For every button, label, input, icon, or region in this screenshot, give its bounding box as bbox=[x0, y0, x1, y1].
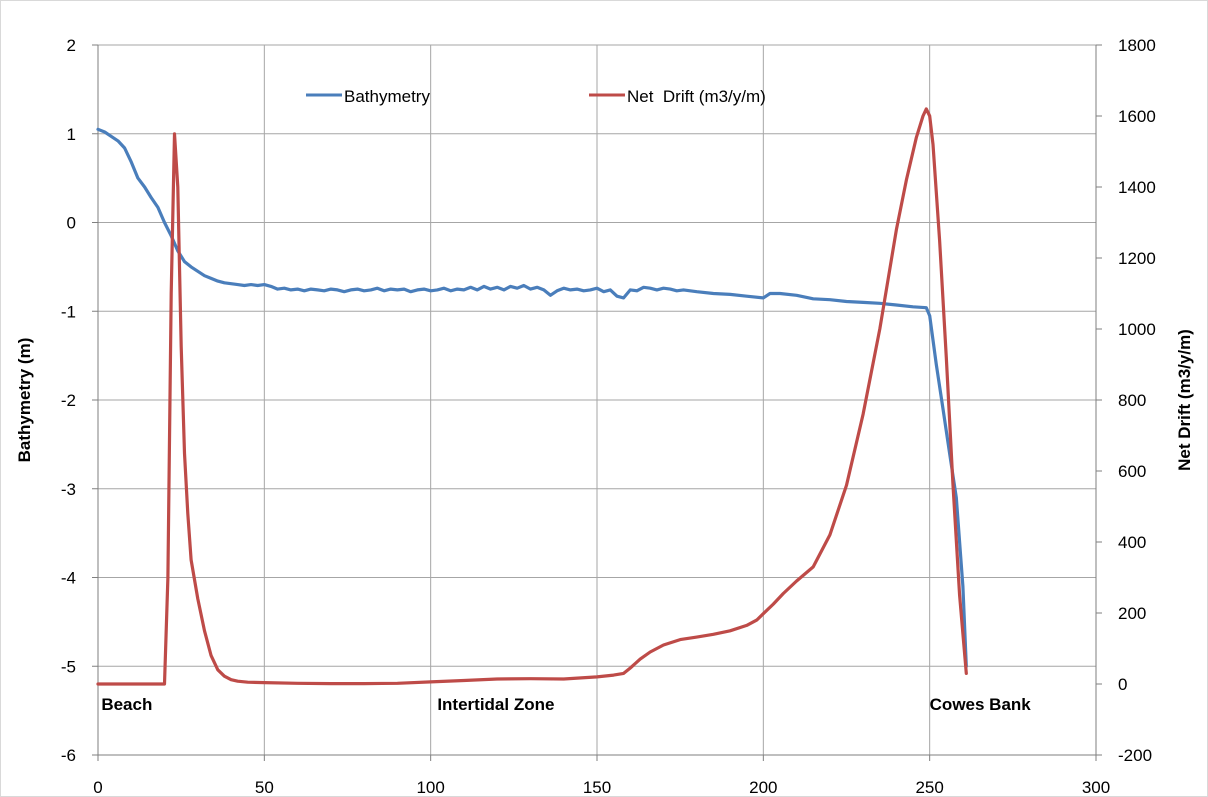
x-tick-label: 0 bbox=[93, 778, 102, 797]
y-tick-label-left: -5 bbox=[61, 657, 76, 676]
y-axis-label-right: Net Drift (m3/y/m) bbox=[1175, 329, 1194, 471]
y-tick-label-right: 400 bbox=[1118, 533, 1146, 552]
annotation-label: Beach bbox=[101, 695, 152, 714]
y-tick-label-right: 1000 bbox=[1118, 320, 1156, 339]
series-line-net-drift bbox=[96, 107, 968, 686]
y-tick-label-right: 1400 bbox=[1118, 178, 1156, 197]
series-lines bbox=[96, 107, 968, 686]
legend: Bathymetry Net Drift (m3/y/m) bbox=[306, 87, 766, 106]
y-tick-label-right: 800 bbox=[1118, 391, 1146, 410]
y-tick-label-right: 200 bbox=[1118, 604, 1146, 623]
x-tick-label: 300 bbox=[1082, 778, 1110, 797]
y-tick-label-right: 600 bbox=[1118, 462, 1146, 481]
legend-label-bathymetry: Bathymetry bbox=[344, 87, 430, 106]
y-tick-label-right: 1200 bbox=[1118, 249, 1156, 268]
annotation-label: Cowes Bank bbox=[930, 695, 1032, 714]
y-axis-label-left: Bathymetry (m) bbox=[15, 338, 34, 463]
axes bbox=[92, 44, 1102, 761]
y-tick-label-left: -4 bbox=[61, 569, 76, 588]
y-tick-label-left: 0 bbox=[67, 214, 76, 233]
x-tick-label: 150 bbox=[583, 778, 611, 797]
y-tick-label-left: -1 bbox=[61, 302, 76, 321]
y-tick-label-left: -2 bbox=[61, 391, 76, 410]
y-tick-label-right: 1800 bbox=[1118, 36, 1156, 55]
y-tick-label-right: 1600 bbox=[1118, 107, 1156, 126]
y-tick-label-left: -6 bbox=[61, 746, 76, 765]
annotation-label: Intertidal Zone bbox=[437, 695, 554, 714]
x-tick-label: 50 bbox=[255, 778, 274, 797]
y-tick-label-right: 0 bbox=[1118, 675, 1127, 694]
annotations: Beach Intertidal Zone Cowes Bank bbox=[101, 695, 1031, 714]
y-tick-label-left: -3 bbox=[61, 480, 76, 499]
tick-labels: 0 50 100 150 200 250 300 2 1 0 -1 -2 -3 -4 -5 -6 1800 160… bbox=[61, 36, 1156, 797]
y-tick-label-right: -200 bbox=[1118, 746, 1152, 765]
y-tick-label-left: 2 bbox=[67, 36, 76, 55]
series-line-bathymetry bbox=[96, 127, 968, 668]
x-tick-label: 200 bbox=[749, 778, 777, 797]
x-tick-label: 100 bbox=[416, 778, 444, 797]
y-tick-label-left: 1 bbox=[67, 125, 76, 144]
x-tick-label: 250 bbox=[915, 778, 943, 797]
legend-label-net-drift: Net Drift (m3/y/m) bbox=[627, 87, 766, 106]
